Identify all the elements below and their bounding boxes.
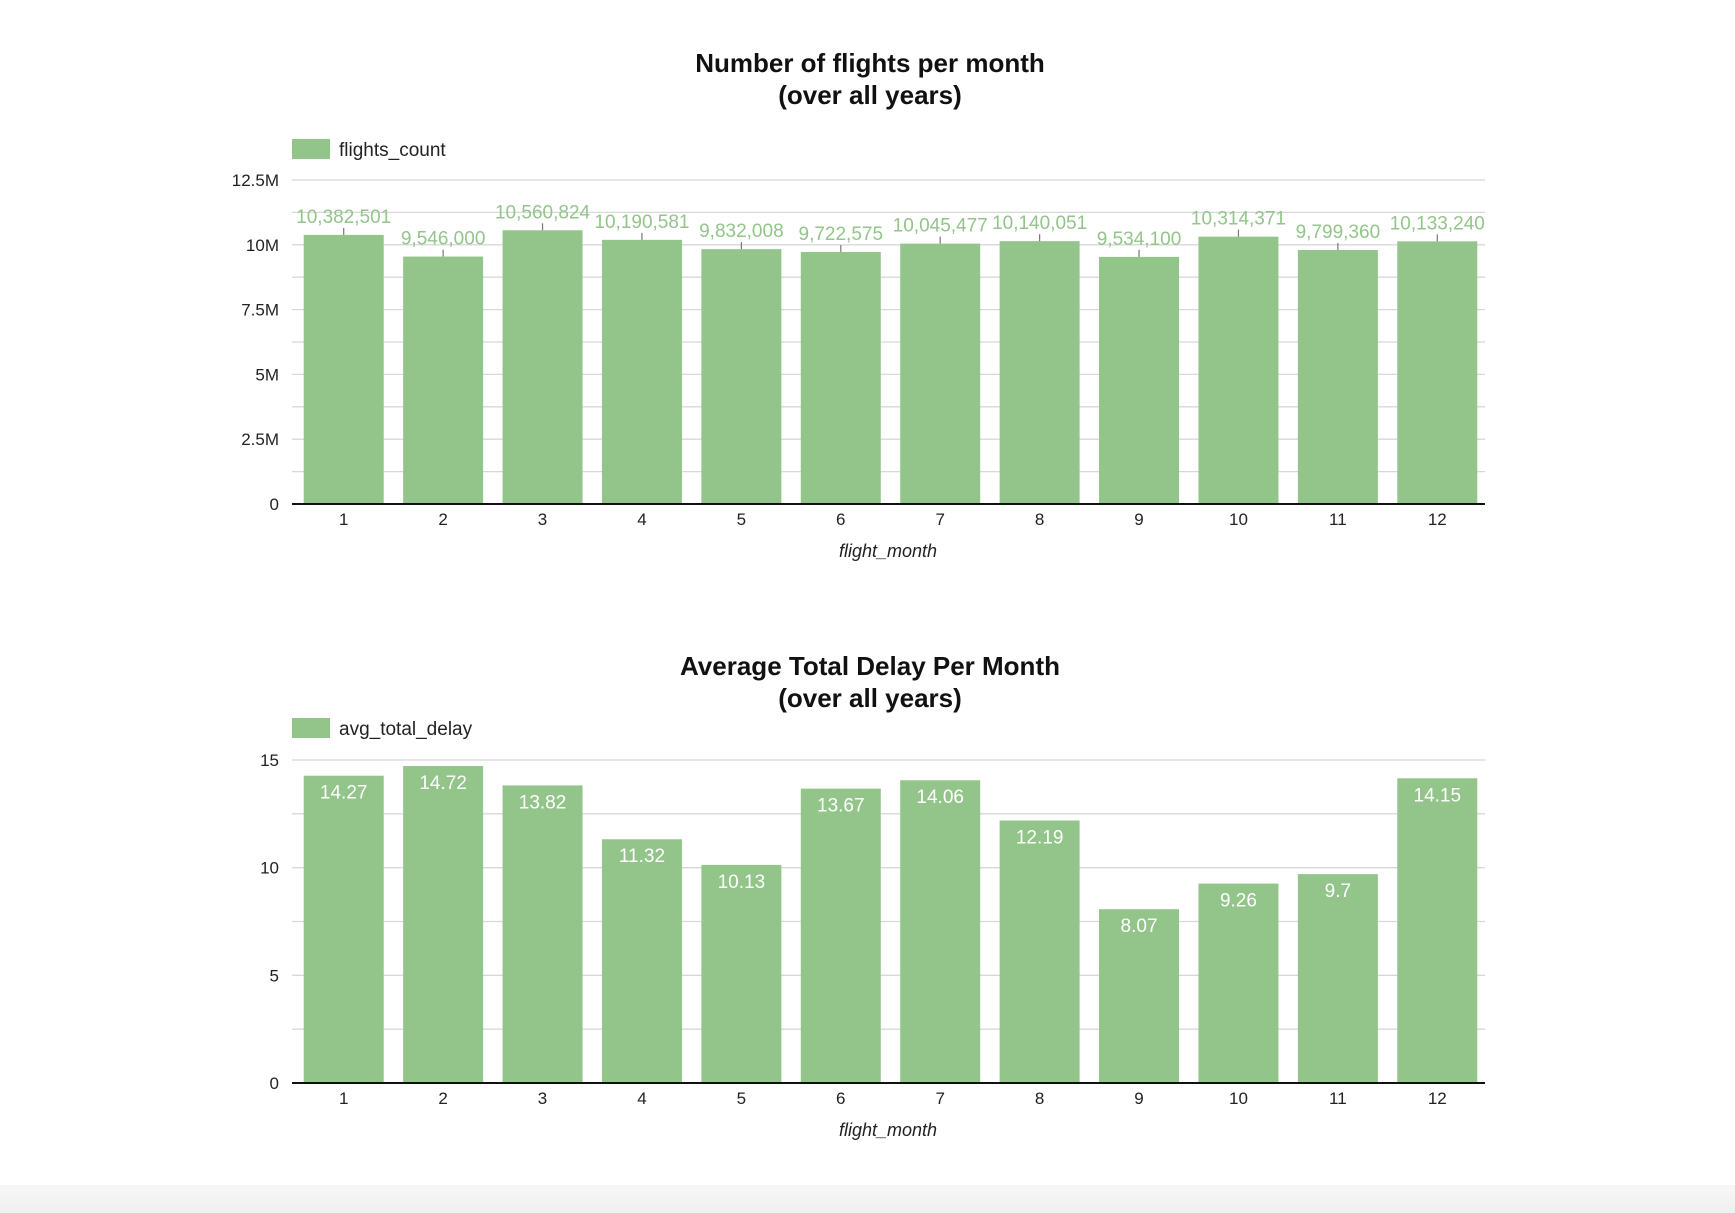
x-tick-label: 8 [1035, 1089, 1044, 1108]
x-tick-label: 4 [637, 510, 646, 529]
x-tick-label: 4 [637, 1089, 646, 1108]
x-axis-title: flight_month [839, 541, 937, 561]
x-tick-label: 1 [339, 510, 348, 529]
x-tick-label: 5 [737, 1089, 746, 1108]
x-tick-label: 12 [1428, 510, 1447, 529]
bar [1198, 236, 1279, 505]
x-tick-label: 8 [1035, 510, 1044, 529]
data-label: 9.7 [1325, 881, 1351, 902]
chart-title: (over all years) [778, 80, 962, 110]
data-label: 10,045,477 [893, 216, 988, 237]
y-tick-label: 0 [270, 495, 279, 514]
data-label: 10,190,581 [594, 212, 689, 233]
bar [502, 785, 583, 1083]
data-label: 13.82 [519, 792, 567, 813]
data-label: 10,314,371 [1191, 209, 1286, 230]
bar [1397, 241, 1478, 504]
y-tick-label: 12.5M [232, 171, 279, 190]
data-label: 11.32 [619, 846, 665, 867]
bar [601, 839, 682, 1083]
data-label: 13.67 [817, 796, 865, 817]
x-tick-label: 10 [1229, 1089, 1248, 1108]
y-tick-label: 0 [270, 1074, 279, 1093]
data-label: 14.27 [320, 783, 368, 804]
bar [1297, 250, 1378, 504]
x-tick-label: 11 [1329, 1089, 1347, 1108]
bar [800, 251, 881, 504]
bar [1297, 874, 1378, 1083]
y-tick-label: 5M [255, 365, 279, 384]
x-axis-title: flight_month [839, 1120, 937, 1140]
data-label: 9,832,008 [699, 221, 784, 242]
bar [403, 766, 484, 1083]
x-tick-label: 2 [438, 1089, 447, 1108]
y-tick-label: 10 [260, 859, 279, 878]
chart-title: Average Total Delay Per Month [680, 651, 1060, 681]
x-tick-label: 12 [1428, 1089, 1447, 1108]
bar [900, 780, 981, 1083]
bar [303, 775, 384, 1083]
data-label: 14.72 [419, 773, 467, 794]
legend-label: avg_total_delay [339, 719, 473, 740]
data-label: 8.07 [1121, 916, 1158, 937]
chart-title: (over all years) [778, 683, 962, 713]
bar [999, 820, 1080, 1083]
x-tick-label: 9 [1134, 510, 1143, 529]
bar [303, 234, 384, 505]
x-tick-label: 3 [538, 1089, 547, 1108]
data-label: 10,133,240 [1390, 213, 1485, 234]
x-tick-label: 6 [836, 1089, 845, 1108]
data-label: 12.19 [1016, 828, 1064, 849]
legend-swatch [292, 139, 330, 159]
y-tick-label: 7.5M [241, 301, 279, 320]
x-tick-label: 9 [1134, 1089, 1143, 1108]
y-tick-label: 5 [270, 966, 279, 985]
bar [502, 230, 583, 505]
x-tick-label: 5 [737, 510, 746, 529]
y-tick-label: 10M [246, 236, 279, 255]
data-label: 10,382,501 [296, 207, 391, 228]
bar [900, 243, 981, 505]
x-tick-label: 7 [935, 510, 944, 529]
bar [1099, 256, 1180, 504]
x-tick-label: 10 [1229, 510, 1248, 529]
y-tick-label: 2.5M [241, 430, 279, 449]
data-label: 10,140,051 [992, 213, 1087, 234]
chart-title: Number of flights per month [695, 48, 1045, 78]
bar [1099, 909, 1180, 1083]
x-tick-label: 3 [538, 510, 547, 529]
bar [701, 249, 782, 504]
x-tick-label: 6 [836, 510, 845, 529]
data-label: 14.15 [1414, 785, 1462, 806]
x-tick-label: 11 [1329, 510, 1347, 529]
data-label: 9.26 [1220, 891, 1257, 912]
bar [1198, 883, 1279, 1083]
bar [601, 239, 682, 504]
data-label: 9,722,575 [799, 224, 884, 245]
bar [999, 241, 1080, 505]
data-label: 14.06 [916, 787, 964, 808]
bar [800, 788, 881, 1083]
bar [1397, 778, 1478, 1083]
data-label: 9,546,000 [401, 229, 486, 250]
data-label: 9,799,360 [1296, 222, 1381, 243]
data-label: 9,534,100 [1097, 229, 1182, 250]
x-tick-label: 1 [339, 1089, 348, 1108]
legend-swatch [292, 718, 330, 738]
bottom-scroll-region [0, 1185, 1735, 1213]
bar [701, 864, 782, 1083]
x-tick-label: 7 [935, 1089, 944, 1108]
x-tick-label: 2 [438, 510, 447, 529]
data-label: 10.13 [718, 872, 766, 893]
y-tick-label: 15 [260, 751, 279, 770]
data-label: 10,560,824 [495, 202, 591, 223]
bar [403, 256, 484, 504]
legend-label: flights_count [339, 140, 446, 161]
